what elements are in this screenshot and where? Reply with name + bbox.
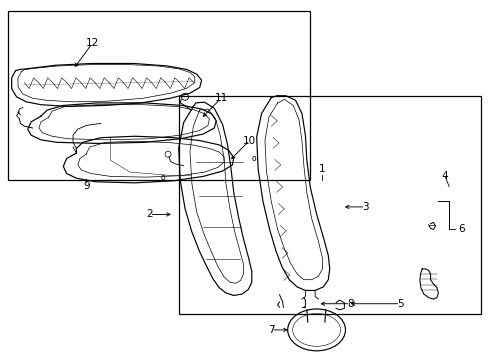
Text: 7: 7 [267,325,274,335]
Text: 2: 2 [146,210,153,220]
Text: 9: 9 [82,181,89,192]
Text: o: o [251,154,256,163]
Text: 11: 11 [214,93,227,103]
Text: 10: 10 [243,136,255,145]
Text: 3: 3 [361,202,368,212]
Text: 4: 4 [441,171,447,181]
Text: 1: 1 [319,164,325,174]
Text: o: o [160,173,164,182]
Text: 6: 6 [457,225,464,234]
Text: 8: 8 [346,299,353,309]
Text: 5: 5 [396,299,403,309]
Bar [179,96,480,315]
Text: 12: 12 [86,38,99,48]
Bar [8,12,309,180]
